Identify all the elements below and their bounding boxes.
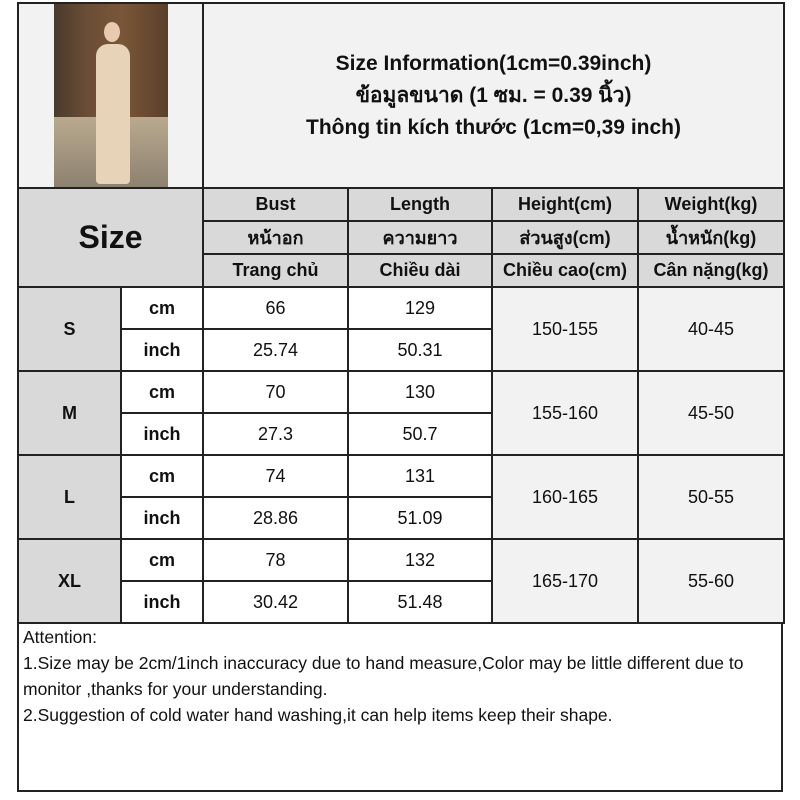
bust-inch: 27.3 [202, 412, 349, 456]
attention-heading: Attention: [23, 627, 97, 647]
size-label: M [17, 370, 122, 456]
unit-cm: cm [120, 538, 204, 582]
unit-cm: cm [120, 454, 204, 498]
bust-cm: 70 [202, 370, 349, 414]
length-cm: 132 [347, 538, 493, 582]
bust-cm: 66 [202, 286, 349, 330]
size-row-cm: S cm 66 129 150-155 40-45 [17, 286, 786, 372]
header-height-vi: Chiều cao(cm) [491, 253, 639, 288]
header-bust-th: หน้าอก [202, 220, 349, 255]
weight-range: 40-45 [636, 286, 786, 372]
size-row-inch: inch 25.74 50.31 [18, 328, 784, 372]
length-cm: 131 [347, 454, 493, 498]
unit-inch: inch [120, 496, 204, 540]
header-weight-vi: Cân nặng(kg) [636, 253, 786, 288]
unit-inch: inch [120, 580, 204, 624]
size-label: XL [17, 538, 122, 624]
unit-inch: inch [120, 328, 204, 372]
size-row-cm: M cm 70 130 155-160 45-50 [17, 370, 786, 456]
header-bust-vi: Trang chủ [202, 253, 349, 288]
size-label: L [17, 454, 122, 540]
header-length-vi: Chiều dài [347, 253, 493, 288]
attention-note: Attention: 1.Size may be 2cm/1inch inacc… [17, 624, 783, 792]
length-inch: 50.31 [347, 328, 493, 372]
length-cm: 129 [347, 286, 493, 330]
height-range: 165-170 [491, 538, 639, 624]
size-row-cm: L cm 74 131 160-165 50-55 [17, 454, 786, 540]
bust-cm: 78 [202, 538, 349, 582]
size-chart: Size Information(1cm=0.39inch) ข้อมูลขนา… [17, 2, 786, 792]
attention-line-2: 2.Suggestion of cold water hand washing,… [23, 705, 613, 725]
size-row-inch: inch 28.86 51.09 [18, 496, 784, 540]
bust-inch: 25.74 [202, 328, 349, 372]
title-vi: Thông tin kích thước (1cm=0,39 inch) [306, 115, 681, 139]
header-bust: Bust [202, 187, 349, 222]
size-label: S [17, 286, 122, 372]
unit-inch: inch [120, 412, 204, 456]
height-range: 160-165 [491, 454, 639, 540]
weight-range: 50-55 [636, 454, 786, 540]
unit-cm: cm [120, 370, 204, 414]
height-range: 150-155 [491, 286, 639, 372]
unit-cm: cm [120, 286, 204, 330]
length-inch: 51.09 [347, 496, 493, 540]
weight-range: 55-60 [636, 538, 786, 624]
product-photo-cell [17, 2, 204, 189]
height-range: 155-160 [491, 370, 639, 456]
bust-cm: 74 [202, 454, 349, 498]
size-header: Size [17, 187, 204, 288]
header-length: Length [347, 187, 493, 222]
header-weight: Weight(kg) [636, 187, 786, 222]
size-row-inch: inch 27.3 50.7 [18, 412, 784, 456]
length-inch: 51.48 [347, 580, 493, 624]
header-height: Height(cm) [491, 187, 639, 222]
header-height-th: ส่วนสูง(cm) [491, 220, 639, 255]
length-cm: 130 [347, 370, 493, 414]
length-inch: 50.7 [347, 412, 493, 456]
title-en: Size Information(1cm=0.39inch) [335, 51, 652, 75]
attention-line-1: 1.Size may be 2cm/1inch inaccuracy due t… [23, 653, 744, 699]
size-row-inch: inch 30.42 51.48 [18, 580, 784, 624]
bust-inch: 30.42 [202, 580, 349, 624]
title-th: ข้อมูลขนาด (1 ซม. = 0.39 นิ้ว) [355, 83, 632, 107]
header-length-th: ความยาว [347, 220, 493, 255]
size-row-cm: XL cm 78 132 165-170 55-60 [17, 538, 786, 624]
size-info-title: Size Information(1cm=0.39inch) ข้อมูลขนา… [201, 2, 786, 189]
product-photo [53, 4, 168, 187]
header-weight-th: น้ำหนัก(kg) [636, 220, 786, 255]
bust-inch: 28.86 [202, 496, 349, 540]
weight-range: 45-50 [636, 370, 786, 456]
